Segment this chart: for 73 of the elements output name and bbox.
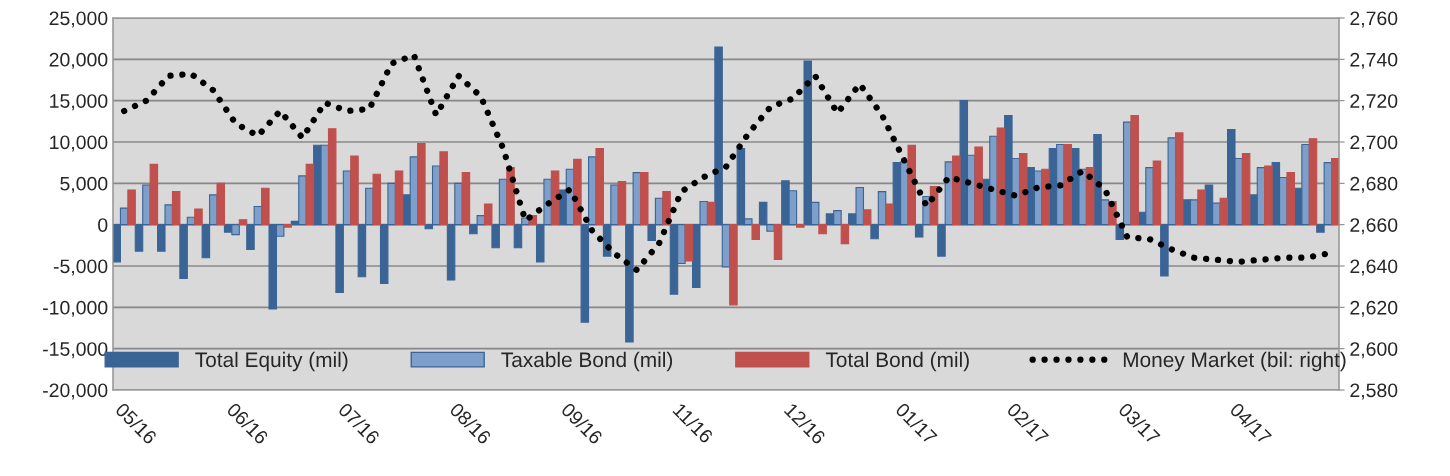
legend-label: Total Equity (mil) [195, 351, 348, 372]
bar [283, 224, 292, 228]
y2-tick-label: 2,680 [1350, 176, 1398, 193]
bar [327, 128, 337, 226]
y2-tick-label: 2,640 [1350, 259, 1398, 276]
bar [1264, 165, 1273, 226]
bar [907, 144, 917, 226]
y2-tick-label: 2,740 [1350, 52, 1398, 69]
bar [818, 224, 827, 235]
bar [506, 167, 515, 226]
bar [149, 163, 159, 226]
bar [862, 209, 872, 226]
y-tick-label: -15,000 [43, 342, 108, 359]
bar [706, 201, 716, 226]
bar [1018, 153, 1028, 226]
bar [171, 191, 181, 226]
bar [372, 173, 382, 226]
bar [639, 172, 649, 226]
bar [751, 224, 760, 241]
bar [127, 189, 136, 226]
bar [394, 170, 404, 226]
bar [1152, 160, 1162, 226]
bar [952, 155, 961, 226]
bar [729, 224, 738, 306]
bar [1241, 153, 1251, 226]
y2-tick-label: 2,720 [1350, 94, 1398, 111]
y-tick-label: 15,000 [50, 94, 108, 111]
bar [974, 146, 983, 226]
bar [439, 151, 448, 226]
y-tick-label: 5,000 [60, 176, 108, 193]
y-tick-label: 0 [98, 218, 108, 232]
bar [1219, 197, 1229, 226]
y-tick-label: -10,000 [43, 300, 108, 317]
bar [595, 148, 604, 226]
bar [840, 224, 850, 245]
bar [684, 224, 694, 262]
bar [1174, 132, 1184, 226]
bar [885, 203, 894, 226]
bar [238, 219, 248, 226]
bar [261, 187, 270, 226]
bar [1063, 143, 1073, 226]
bar [1286, 172, 1295, 226]
y2-tick-label: 2,660 [1350, 218, 1398, 235]
bar [617, 181, 627, 226]
bar [996, 127, 1006, 226]
y2-tick-label: 2,600 [1350, 342, 1398, 359]
bar [483, 203, 493, 226]
y-tick-label: -5,000 [53, 259, 108, 276]
y2-tick-label: 2,580 [1350, 383, 1398, 400]
bar [573, 158, 582, 226]
y-tick-label: 25,000 [49, 11, 108, 28]
bar [350, 155, 359, 226]
bar [417, 143, 426, 226]
bar [796, 224, 805, 228]
legend-label: Total Bond (mil) [825, 351, 969, 372]
bar [1308, 138, 1318, 226]
bar [550, 170, 560, 226]
y-tick-label: -20,000 [43, 383, 108, 400]
y2-tick-label: 2,700 [1350, 135, 1398, 152]
legend-label: Taxable Bond (mil) [501, 351, 673, 372]
bar [1130, 114, 1139, 226]
y-tick-label: 10,000 [50, 135, 108, 152]
bar [1041, 168, 1050, 226]
bar [1197, 189, 1206, 226]
y-tick-label: 20,000 [49, 52, 108, 69]
y2-tick-label: 2,760 [1350, 11, 1398, 28]
bar [194, 208, 203, 226]
bar [461, 172, 471, 226]
bar [773, 224, 783, 260]
bar [305, 163, 315, 226]
y2-tick-label: 2,620 [1350, 300, 1398, 317]
bar [216, 182, 226, 226]
legend-label: Money Market (bil: right) [1123, 351, 1346, 372]
